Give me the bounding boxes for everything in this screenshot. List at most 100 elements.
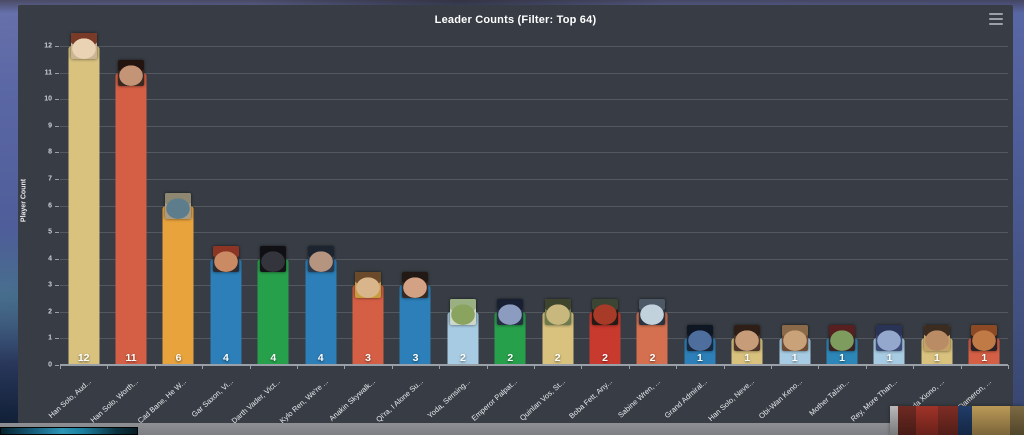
- bar-value-label: 2: [649, 352, 656, 364]
- video-progress-bar: [0, 427, 138, 435]
- bar-value-label: 4: [222, 352, 229, 364]
- bar-5[interactable]: 4: [257, 258, 289, 365]
- bar-slot: 6: [155, 46, 202, 365]
- bar-slot: 2: [487, 46, 534, 365]
- bar-value-label: 4: [270, 352, 277, 364]
- chart-panel: Leader Counts (Filter: Top 64) Player Co…: [18, 5, 1013, 423]
- background-floor-strip: [0, 423, 1024, 435]
- bar-slot: 1: [771, 46, 818, 365]
- bar-2[interactable]: 11: [115, 72, 147, 365]
- bar-slot: 11: [107, 46, 154, 365]
- x-tick-mark: [581, 365, 583, 369]
- leader-portrait: [70, 33, 97, 59]
- leader-portrait: [260, 245, 287, 272]
- x-axis-label: Cad Bane, He W...: [135, 377, 188, 423]
- y-tick-mark: [55, 125, 59, 127]
- bar-4[interactable]: 4: [210, 258, 242, 365]
- gridline: [60, 125, 1008, 127]
- gridline: [60, 232, 1008, 234]
- leader-portrait: [971, 325, 998, 352]
- y-tick-label: 3: [48, 281, 52, 289]
- bar-slot: 4: [297, 46, 344, 365]
- bar-slot: 2: [534, 46, 581, 365]
- bar-slot: 1: [961, 46, 1008, 365]
- y-tick-label: 4: [48, 255, 52, 263]
- bar-value-label: 1: [696, 352, 703, 364]
- x-axis-label: Gar Saxon, Vi...: [189, 377, 235, 420]
- x-axis-label: Quinlan Vos, St...: [517, 377, 567, 423]
- bar-value-label: 3: [412, 352, 419, 364]
- gridline: [60, 72, 1008, 74]
- y-tick-mark: [55, 205, 59, 207]
- bar-slot: 2: [629, 46, 676, 365]
- y-tick-mark: [55, 72, 59, 74]
- shelf-box: [1010, 406, 1024, 435]
- y-tick-mark: [55, 365, 59, 366]
- x-tick-mark: [628, 365, 630, 369]
- y-tick-label: 1: [48, 334, 52, 342]
- gridline: [60, 311, 1008, 313]
- plot-area: 0 1 2 3 4 5 6 7 8 9 10 11 12 12 11 6 4 4 4 3 3 2 2 2 2 2 1 1 1 1 1 1 1: [44, 33, 1009, 369]
- bar-value-label: 2: [554, 352, 561, 364]
- x-tick-mark: [771, 365, 772, 369]
- x-axis-line: [60, 364, 1008, 366]
- x-tick-mark: [723, 365, 725, 369]
- bar-slot: 3: [344, 46, 391, 365]
- chart-title: Leader Counts (Filter: Top 64): [434, 14, 597, 26]
- x-tick-mark: [297, 365, 298, 369]
- leader-portrait: [165, 192, 192, 219]
- y-tick-mark: [55, 285, 59, 287]
- bar-value-label: 1: [886, 352, 893, 364]
- x-tick-mark: [249, 365, 251, 369]
- x-tick-mark: [60, 365, 61, 369]
- gridline: [60, 338, 1008, 340]
- leader-portrait: [829, 325, 856, 352]
- x-axis-label: Han Solo, Neve...: [706, 377, 757, 423]
- x-tick-mark: [344, 365, 346, 369]
- y-tick-mark: [55, 46, 59, 47]
- y-tick-label: 5: [48, 228, 52, 236]
- bar-7[interactable]: 3: [352, 285, 384, 365]
- shelf-box: [958, 406, 972, 435]
- hamburger-menu-icon[interactable]: [989, 13, 1003, 25]
- bar-value-label: 1: [791, 352, 798, 364]
- y-tick-mark: [55, 311, 59, 313]
- x-axis-label: Darth Vader, Vict...: [230, 377, 283, 423]
- leader-portrait: [497, 298, 524, 325]
- y-tick-mark: [55, 178, 59, 180]
- bar-value-label: 11: [125, 352, 137, 364]
- x-tick-mark: [676, 365, 678, 369]
- shelf-box: [938, 406, 958, 435]
- x-tick-mark: [1008, 365, 1009, 369]
- x-tick-mark: [960, 365, 962, 369]
- bar-value-label: 1: [839, 352, 845, 364]
- bar-1[interactable]: 12: [68, 46, 100, 365]
- leader-portrait: [876, 325, 903, 352]
- x-axis-label: Boba Fett, Any...: [567, 377, 615, 421]
- x-tick-mark: [439, 365, 441, 369]
- bar-value-label: 2: [459, 352, 466, 364]
- bar-slot: 4: [250, 46, 297, 365]
- bar-slot: 1: [866, 46, 913, 365]
- gridline: [60, 178, 1008, 180]
- x-axis-label: Mother Talzin...: [807, 377, 852, 418]
- y-tick-mark: [55, 152, 59, 154]
- x-tick-mark: [865, 365, 867, 369]
- bar-3[interactable]: 6: [162, 205, 194, 365]
- bar-6[interactable]: 4: [305, 258, 337, 365]
- leader-portrait: [592, 298, 619, 325]
- y-tick-mark: [55, 338, 59, 340]
- leader-portrait: [307, 245, 334, 272]
- y-tick-mark: [55, 258, 59, 260]
- gridline: [60, 46, 1008, 47]
- gridline: [60, 152, 1008, 154]
- x-axis-label: Han Solo, Aud...: [46, 377, 93, 420]
- bar-slot: 2: [581, 46, 628, 365]
- y-tick-label: 2: [48, 308, 52, 316]
- x-axis-label: Yoda, Sensing...: [425, 377, 472, 421]
- bar-slot: 4: [202, 46, 249, 365]
- leader-portrait: [355, 272, 382, 299]
- x-axis-label: Qi'ra, I Alone Su...: [373, 377, 425, 423]
- bar-8[interactable]: 3: [399, 285, 431, 365]
